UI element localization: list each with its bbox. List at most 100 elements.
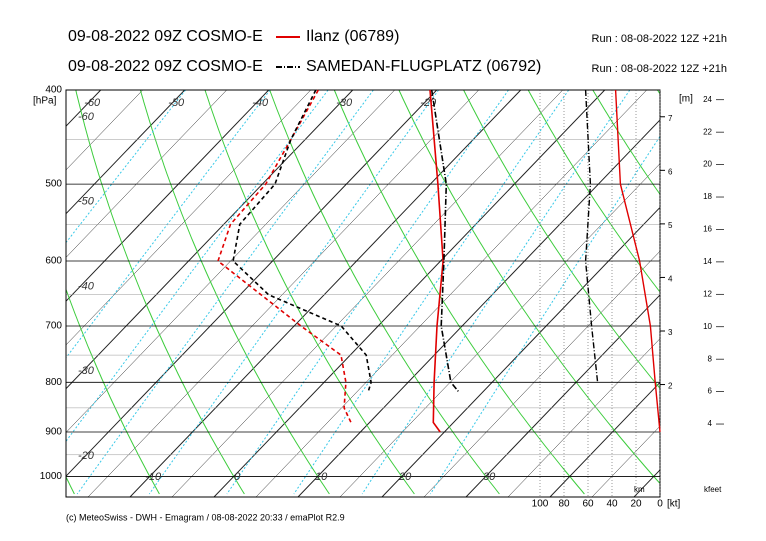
isotherm-label: -50 (168, 97, 185, 109)
isotherm (66, 90, 311, 346)
isotherm (213, 90, 606, 497)
isotherm (591, 425, 660, 497)
isotherm-label: 0 (234, 471, 241, 483)
legend-model: 09-08-2022 09Z COSMO-E (68, 28, 263, 45)
dry-adiabat (66, 287, 160, 495)
plot-area (66, 90, 660, 497)
isotherm (66, 90, 354, 390)
y3-tick-label: 6 (708, 387, 713, 396)
dewpoint-profile (232, 89, 372, 393)
y3-tick-label: 10 (703, 322, 712, 331)
dry-adiabat (139, 90, 330, 495)
x2-tick-label: 20 (630, 499, 642, 510)
y-axis-label: [hPa] (33, 96, 57, 107)
isotherm (255, 90, 647, 497)
y2-tick-label: 4 (668, 275, 673, 284)
adiabat-label: -50 (78, 196, 95, 208)
adiabat-label: -30 (78, 365, 95, 377)
mixing-ratio-line (66, 90, 186, 244)
y-tick-label: 700 (45, 321, 62, 332)
footer: (c) MeteoSwiss - DWH - Emagram / 08-08-2… (66, 512, 345, 522)
adiabat-label: -60 (78, 111, 95, 123)
mixing-ratio-line (66, 90, 271, 359)
isotherm (66, 90, 438, 477)
y-tick-label: 800 (45, 377, 62, 388)
dry-adiabat (333, 90, 585, 495)
mixing-ratio-line (293, 90, 570, 495)
dewpoint-profile (217, 89, 352, 423)
y3-tick-label: 20 (703, 160, 712, 169)
isotherm (66, 90, 395, 433)
isotherm (87, 90, 479, 497)
isotherm (171, 90, 563, 497)
dry-adiabat (269, 90, 500, 495)
mixing-ratio-line (361, 90, 631, 495)
isotherm (66, 90, 143, 171)
y3-tick-label: 18 (703, 192, 712, 201)
dry-adiabat (463, 90, 660, 390)
isotherm-label: -10 (145, 471, 162, 483)
isotherm (381, 206, 660, 497)
legend-run: Run : 08-08-2022 12Z +21h (592, 63, 727, 75)
x2-tick-label: 80 (558, 499, 570, 510)
isotherm-label: -30 (336, 97, 353, 109)
dry-adiabat (75, 90, 245, 495)
legend-label: SAMEDAN-FLUGPLATZ (06792) (306, 58, 541, 75)
isotherm-label: -60 (84, 97, 101, 109)
adiabat-label: -20 (78, 450, 95, 462)
y3-tick-label: 22 (703, 127, 712, 136)
y3-axis-label: kfeet (704, 485, 722, 494)
y3-tick-label: 14 (703, 257, 712, 266)
mixing-ratio-line (66, 90, 329, 443)
mixing-ratio-line (76, 90, 374, 495)
y2-tick-label: 5 (668, 221, 673, 230)
temperature-profile (429, 89, 444, 433)
isotherm (465, 294, 660, 497)
x2-tick-label: 60 (582, 499, 594, 510)
y-tick-label: 600 (45, 256, 62, 267)
temperature-profile (430, 89, 461, 394)
y2-tick-label: 6 (668, 167, 673, 176)
mixing-ratio-line (148, 90, 440, 495)
isotherm-label: 10 (315, 471, 328, 483)
y-tick-label: 1000 (40, 471, 63, 482)
y2-tick-label: 7 (668, 114, 673, 123)
y3-tick-label: 4 (708, 419, 713, 428)
y2-tick-label: 3 (668, 328, 673, 337)
legend-run: Run : 08-08-2022 12Z +21h (592, 33, 727, 45)
isotherm (549, 381, 660, 497)
dry-adiabat (592, 90, 660, 196)
y2-sub-label: km (634, 485, 645, 494)
isotherm (507, 338, 660, 497)
legend-label: Ilanz (06789) (306, 28, 399, 45)
isotherm (339, 163, 660, 497)
plot-frame (65, 89, 661, 498)
y-tick-label: 500 (45, 179, 62, 190)
mixing-ratio-line (429, 135, 660, 495)
legend-model: 09-08-2022 09Z COSMO-E (68, 58, 263, 75)
x2-tick-label: 100 (532, 499, 549, 510)
isotherm-label: 20 (398, 471, 412, 483)
wind-speed-profile (614, 89, 661, 433)
isotherm-label: 30 (483, 471, 496, 483)
y3-tick-label: 8 (708, 354, 713, 363)
y-tick-label: 900 (45, 427, 62, 438)
dry-adiabat (204, 90, 415, 495)
x2-tick-label: 0 (657, 499, 663, 510)
adiabat-label: -40 (78, 280, 95, 292)
y2-tick-label: 2 (668, 382, 673, 391)
dry-adiabat (398, 90, 660, 485)
isotherm-label: -20 (420, 97, 437, 109)
y3-tick-label: 24 (703, 95, 712, 104)
y3-tick-label: 16 (703, 225, 712, 234)
y2-axis-label: [m] (679, 94, 693, 105)
x2-tick-label: 40 (606, 499, 618, 510)
isotherm (423, 250, 660, 497)
isotherm (66, 90, 186, 215)
y-tick-label: 400 (45, 85, 62, 96)
isotherm (66, 90, 270, 302)
isotherm-label: -40 (252, 97, 269, 109)
